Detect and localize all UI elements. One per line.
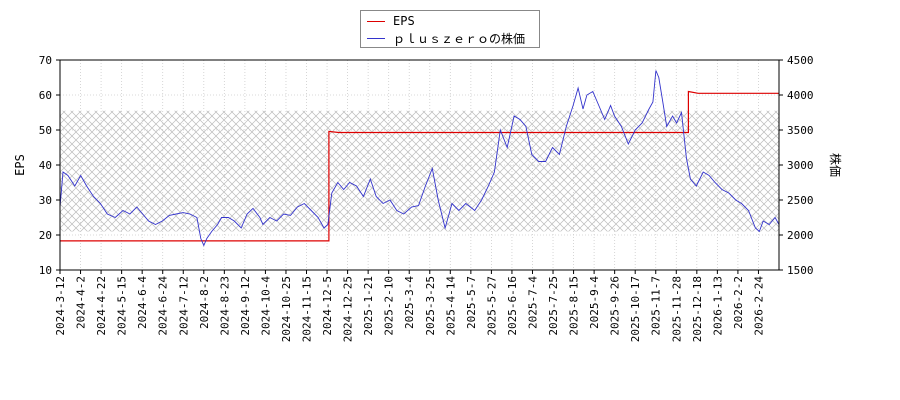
right-axis-title: 株価	[828, 153, 843, 177]
left-axis-title: EPS	[13, 154, 27, 176]
x-tick-label: 2025-7-25	[547, 276, 560, 336]
eps-line	[60, 90, 779, 242]
x-tick-label: 2024-5-15	[116, 276, 129, 336]
x-tick-label: 2024-6-24	[157, 276, 170, 336]
x-tick-label: 2024-10-25	[280, 276, 293, 342]
right-tick-label: 3000	[787, 159, 814, 172]
left-tick-label: 60	[39, 89, 52, 102]
x-tick-label: 2025-2-10	[383, 276, 396, 336]
x-tick-label: 2024-4-22	[95, 276, 108, 336]
x-tick-label: 2024-6-4	[136, 276, 149, 329]
legend-item-price: ｐｌｕｓｚｅｒｏの株価	[367, 30, 525, 46]
x-tick-label: 2025-9-26	[609, 276, 622, 336]
x-tick-label: 2026-2-2	[732, 276, 745, 329]
x-tick-label: 2024-4-2	[75, 276, 88, 329]
x-tick-label: 2025-10-17	[629, 276, 642, 342]
x-tick-label: 2025-11-28	[670, 276, 683, 342]
left-tick-label: 50	[39, 124, 52, 137]
x-tick-label: 2024-3-12	[54, 276, 67, 336]
left-tick-label: 70	[39, 54, 52, 67]
right-tick-label: 2000	[787, 229, 814, 242]
x-tick-label: 2024-7-12	[177, 276, 190, 336]
x-tick-label: 2025-8-15	[568, 276, 581, 336]
legend-label-eps: EPS	[393, 14, 415, 28]
right-tick-label: 4500	[787, 54, 814, 67]
x-tick-label: 2025-12-18	[691, 276, 704, 342]
x-tick-label: 2024-10-4	[259, 276, 272, 336]
legend: EPS ｐｌｕｓｚｅｒｏの株価	[360, 10, 540, 48]
x-tick-label: 2024-9-12	[239, 276, 252, 336]
x-tick-label: 2025-1-21	[362, 276, 375, 336]
x-tick-label: 2025-3-4	[403, 276, 416, 329]
x-tick-label: 2024-8-23	[218, 276, 231, 336]
legend-label-price: ｐｌｕｓｚｅｒｏの株価	[393, 31, 526, 46]
legend-swatch-price	[367, 37, 385, 39]
right-tick-label: 3500	[787, 124, 814, 137]
right-tick-label: 1500	[787, 264, 814, 277]
left-tick-label: 30	[39, 194, 52, 207]
right-tick-label: 2500	[787, 194, 814, 207]
left-tick-label: 10	[39, 264, 52, 277]
x-tick-label: 2025-3-25	[424, 276, 437, 336]
x-tick-label: 2024-11-15	[301, 276, 314, 342]
right-tick-label: 4000	[787, 89, 814, 102]
x-tick-label: 2025-5-7	[465, 276, 478, 329]
x-tick-label: 2025-5-27	[485, 276, 498, 336]
legend-swatch-eps	[367, 20, 385, 22]
left-tick-label: 40	[39, 159, 52, 172]
x-tick-label: 2025-9-4	[588, 276, 601, 329]
x-tick-label: 2025-7-4	[526, 276, 539, 329]
x-tick-label: 2025-11-7	[650, 276, 663, 336]
x-tick-label: 2025-4-14	[444, 276, 457, 336]
shaded-band	[60, 110, 779, 232]
stock-price-line	[60, 70, 779, 247]
left-tick-label: 20	[39, 229, 52, 242]
x-tick-label: 2025-6-16	[506, 276, 519, 336]
x-tick-label: 2024-8-2	[198, 276, 211, 329]
x-tick-label: 2024-12-25	[342, 276, 355, 342]
x-tick-label: 2024-12-5	[321, 276, 334, 336]
x-tick-label: 2026-1-13	[711, 276, 724, 336]
x-tick-label: 2026-2-24	[752, 276, 765, 336]
legend-item-eps: EPS	[367, 13, 415, 29]
